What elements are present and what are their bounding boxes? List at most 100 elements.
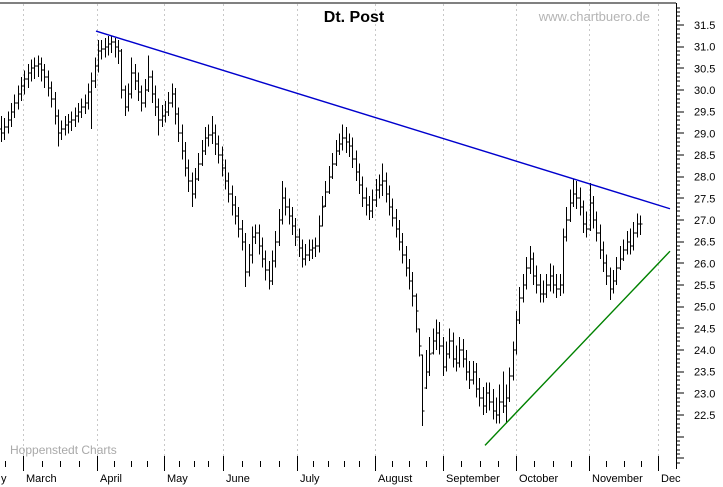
ohlc-bar [628, 228, 633, 255]
ohlc-bar [521, 274, 526, 303]
month-gridlines [23, 4, 659, 465]
ohlc-bar [561, 228, 566, 294]
ohlc-bar [551, 265, 556, 294]
x-axis-month-label: November [592, 473, 643, 485]
ohlc-bar [454, 345, 459, 372]
ohlc-bar [293, 217, 298, 246]
ohlc-bar [29, 59, 34, 82]
ohlc-bar [250, 226, 255, 264]
watermark: www.chartbuero.de [538, 9, 650, 24]
ohlc-bar [263, 250, 268, 281]
ohlc-bar [574, 180, 579, 210]
y-axis-label: 30.5 [694, 63, 715, 75]
ohlc-bar [116, 40, 121, 64]
ohlc-bar [109, 35, 114, 54]
ohlc-bar [420, 354, 425, 426]
ohlc-bar [203, 126, 208, 155]
ohlc-bar [631, 222, 636, 251]
ohlc-bar [494, 397, 499, 424]
ohlc-bar [471, 360, 476, 385]
y-axis-label: 27.0 [694, 215, 715, 227]
ohlc-bar [447, 328, 452, 359]
ohlc-bar [541, 280, 546, 303]
ohlc-bar [604, 254, 609, 285]
ohlc-bar [444, 341, 449, 372]
ohlc-bar [387, 185, 392, 216]
ohlc-bar [223, 159, 228, 190]
ohlc-bar [441, 336, 446, 376]
ohlc-bar [534, 265, 539, 294]
ohlc-bar [621, 239, 626, 262]
x-axis-month-label: April [100, 473, 122, 485]
ohlc-bar [226, 172, 231, 203]
ohlc-bar [548, 263, 553, 292]
ohlc-bar [394, 209, 399, 238]
ohlc-bar [46, 70, 51, 97]
ohlc-bar [240, 219, 245, 251]
ohlc-bar [410, 271, 415, 307]
ohlc-bar [497, 384, 502, 424]
ohlc-bar [119, 48, 124, 99]
y-axis-label: 31.0 [694, 42, 715, 54]
ohlc-bar [303, 243, 308, 266]
y-axis-label: 23.0 [694, 388, 715, 400]
ohlc-bar [517, 287, 522, 324]
ohlc-bar [601, 241, 606, 272]
ohlc-bar [347, 133, 352, 158]
ohlc-bar [434, 319, 439, 350]
ohlc-bar [504, 384, 509, 424]
ohlc-bar [608, 267, 613, 301]
ohlc-bar [166, 92, 171, 116]
ohlc-bar [528, 245, 533, 275]
ohlc-bar [544, 274, 549, 298]
ohlc-bar [103, 37, 108, 58]
ohlc-bar [26, 63, 31, 88]
ohlc-bar [280, 180, 285, 225]
ohlc-bar [93, 57, 98, 88]
x-axis-month-label: March [26, 473, 57, 485]
x-axis-month-label: October [519, 473, 558, 485]
ohlc-bar [564, 206, 569, 242]
ohlc-bar [327, 165, 332, 194]
x-axis-month-label: July [300, 473, 320, 485]
ohlc-bar [374, 178, 379, 207]
ohlc-bar [193, 167, 198, 199]
ohlc-bar [357, 163, 362, 194]
ohlc-bar [538, 274, 543, 303]
ohlc-bar [380, 163, 385, 197]
ohlc-bar [66, 113, 71, 134]
y-axis-label: 22.5 [694, 410, 715, 422]
ohlc-bar [400, 232, 405, 264]
y-axis-label: 25.0 [694, 302, 715, 314]
ohlc-bar [290, 206, 295, 236]
ohlc-bar [360, 176, 365, 207]
ohlc-bar [63, 115, 68, 136]
ohlc-bar [146, 55, 151, 93]
x-axis-month-label: September [446, 473, 500, 485]
ohlc-bar [594, 211, 599, 242]
ohlc-bar [253, 224, 258, 244]
ohlc-bar [236, 206, 241, 238]
ohlc-bar [467, 360, 472, 389]
ohlc-bar [233, 196, 238, 225]
x-axis-month-label: August [378, 473, 412, 485]
ohlc-bar [334, 139, 339, 166]
ohlc-bar [59, 120, 64, 140]
ohlc-bar [370, 189, 375, 218]
x-axis-month-label: Dec [661, 473, 681, 485]
ohlc-bar [584, 211, 589, 238]
ohlc-bar [300, 239, 305, 268]
ohlc-bar [491, 388, 496, 420]
ohlc-bar [297, 228, 302, 257]
y-axis-label: 26.5 [694, 237, 715, 249]
ohlc-bar [578, 187, 583, 216]
x-axis-month-label: y [1, 473, 7, 485]
ohlc-bar [414, 293, 419, 333]
ohlc-bar [32, 57, 37, 80]
ohlc-bar [350, 137, 355, 168]
ohlc-bar [143, 79, 148, 108]
ohlc-bar [277, 209, 282, 246]
x-axis: y March April May June July August September Oct… [1, 456, 681, 485]
y-axis-label: 24.5 [694, 323, 715, 335]
ohlc-bar [323, 180, 328, 207]
